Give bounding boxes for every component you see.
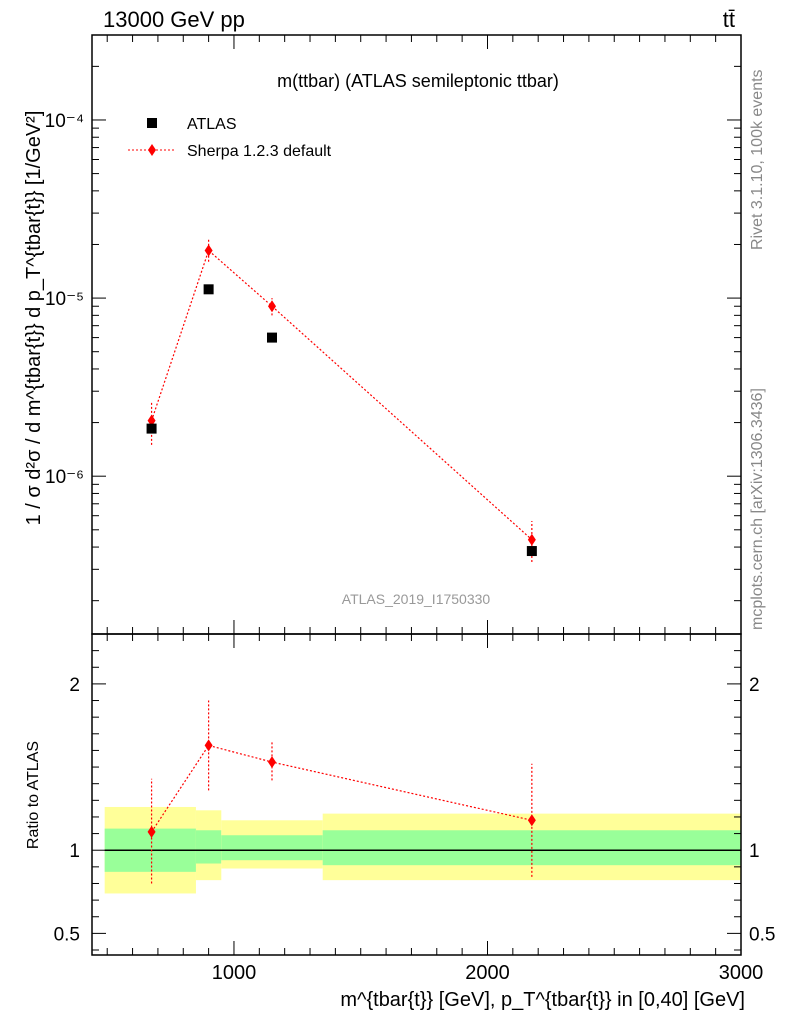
main-y-axis-label: 1 / σ d²σ / d m^{tbar{t}} d p_T^{tbar{t}… xyxy=(23,111,45,526)
watermark-label: ATLAS_2019_I1750330 xyxy=(342,591,491,607)
ratio-y-tick-label-right: 1 xyxy=(749,841,760,862)
legend-sherpa-label: Sherpa 1.2.3 default xyxy=(187,143,332,160)
main-y-tick-label: 10⁻⁵ xyxy=(45,289,84,310)
x-tick-label: 3000 xyxy=(719,962,764,984)
ratio-sherpa-point xyxy=(267,756,276,769)
ratio-y-tick-label-right: 2 xyxy=(749,675,760,696)
atlas-point xyxy=(266,332,277,343)
ratio-sherpa-series xyxy=(147,700,536,884)
header-left: 13000 GeV pp xyxy=(103,7,245,32)
ratio-y-tick-label-left: 1 xyxy=(69,841,80,862)
ratio-sherpa-point xyxy=(527,814,536,827)
plot-title: m(ttbar) (ATLAS semileptonic ttbar) xyxy=(277,71,559,91)
atlas-point xyxy=(146,423,157,434)
sherpa-point xyxy=(204,244,213,257)
ratio-sherpa-line xyxy=(151,744,532,833)
main-y-axis-ticks xyxy=(92,65,741,602)
ratio-band-inner-1 xyxy=(195,830,222,864)
ratio-sherpa-point xyxy=(204,739,213,752)
main-y-tick-label: 10⁻⁶ xyxy=(45,467,84,488)
main-y-tick-label: 10⁻⁴ xyxy=(45,111,84,132)
header-right: tt̄ xyxy=(723,7,735,32)
legend-atlas-label: ATLAS xyxy=(187,116,237,133)
ratio-band-inner-2 xyxy=(221,835,323,861)
sherpa-point xyxy=(267,300,276,313)
legend-sherpa-marker xyxy=(148,144,156,156)
x-axis-label: m^{tbar{t}} [GeV], p_T^{tbar{t}} in [0,4… xyxy=(340,989,745,1011)
x-tick-label: 1000 xyxy=(212,962,257,984)
atlas-series xyxy=(146,284,537,557)
x-tick-label: 2000 xyxy=(465,962,510,984)
atlas-point xyxy=(203,284,214,295)
ratio-y-axis-ticks xyxy=(92,650,741,951)
sherpa-line xyxy=(151,249,533,541)
x-axis-ticks xyxy=(106,35,742,955)
mcplots-label: mcplots.cern.ch [arXiv:1306.3436] xyxy=(749,388,766,630)
ratio-sherpa-point xyxy=(147,825,156,838)
legend xyxy=(128,118,176,156)
sherpa-point xyxy=(527,533,536,546)
atlas-point xyxy=(526,546,537,557)
ratio-y-tick-label-left: 0.5 xyxy=(54,924,80,945)
ratio-y-tick-label-left: 2 xyxy=(69,675,80,696)
rivet-version-label: Rivet 3.1.10, 100k events xyxy=(749,69,766,250)
legend-atlas-marker xyxy=(147,118,157,128)
ratio-plot-frame xyxy=(91,633,742,956)
ratio-y-axis-label: Ratio to ATLAS xyxy=(25,741,42,849)
ratio-y-tick-label-right: 0.5 xyxy=(749,924,775,945)
